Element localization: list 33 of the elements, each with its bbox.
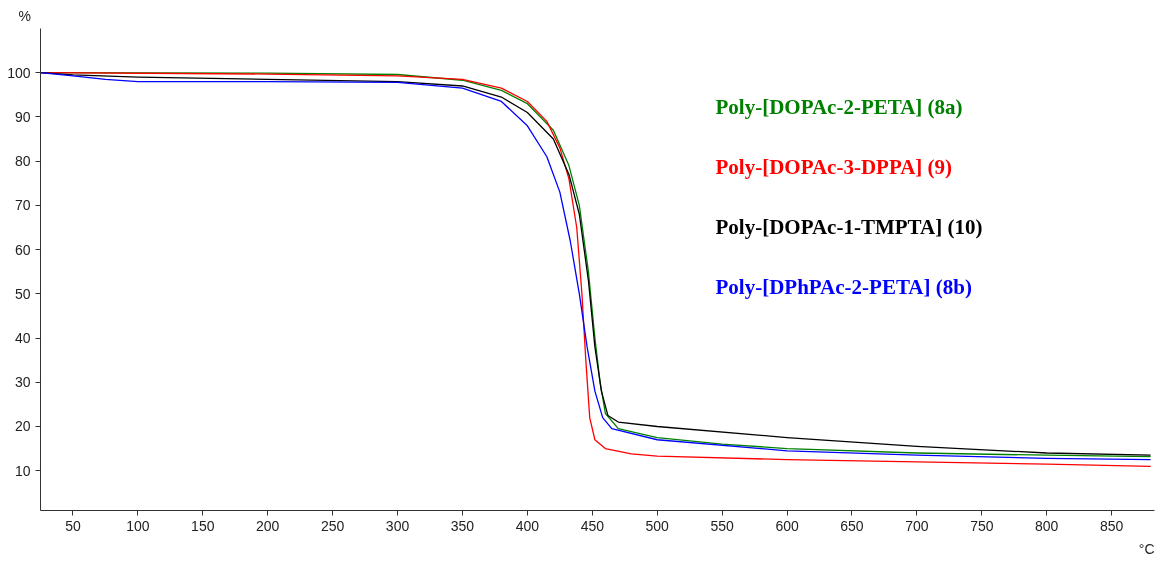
y-tick-label: 20 (14, 418, 31, 435)
text: Poly-[DOPAc-2-PETA] (8a) (715, 94, 963, 119)
text: Poly-[DOPAc-3-DPPA] (9) (715, 154, 953, 179)
x-tick-label: 350 (450, 517, 475, 534)
x-tick-label: 300 (385, 517, 410, 534)
y-axis-title: % (18, 7, 31, 24)
y-tick-label: 60 (14, 241, 31, 258)
y-tick-label: 50 (14, 285, 31, 302)
y-tick-label: 100 (7, 64, 31, 81)
text: Poly-[DOPAc-1-TMPTA] (10) (715, 214, 983, 239)
x-tick-label: 450 (580, 517, 605, 534)
text: Poly-[DPhPAc-2-PETA] (8b) (715, 274, 972, 299)
y-tick-label: 80 (14, 153, 31, 170)
x-tick-label: 800 (1035, 517, 1059, 534)
y-tick-label: 10 (14, 462, 31, 479)
x-axis-title: °C (1138, 540, 1155, 557)
x-tick-label: 400 (515, 517, 540, 534)
x-tick-label: 750 (970, 517, 994, 534)
y-tick-label: 70 (14, 197, 31, 214)
y-tick-label: 40 (14, 330, 31, 347)
y-tick-label: 30 (14, 374, 31, 391)
x-tick-label: 850 (1099, 517, 1124, 534)
x-tick-label: 250 (320, 517, 345, 534)
x-tick-label: 100 (126, 517, 150, 534)
x-tick-label: 150 (191, 517, 215, 534)
x-tick-label: 50 (65, 517, 81, 534)
x-tick-label: 650 (840, 517, 864, 534)
x-tick-label: 550 (710, 517, 735, 534)
x-tick-label: 500 (645, 517, 670, 534)
x-tick-label: 200 (256, 517, 280, 534)
y-tick-label: 90 (14, 108, 31, 125)
x-tick-label: 700 (905, 517, 929, 534)
x-tick-label: 600 (775, 517, 799, 534)
